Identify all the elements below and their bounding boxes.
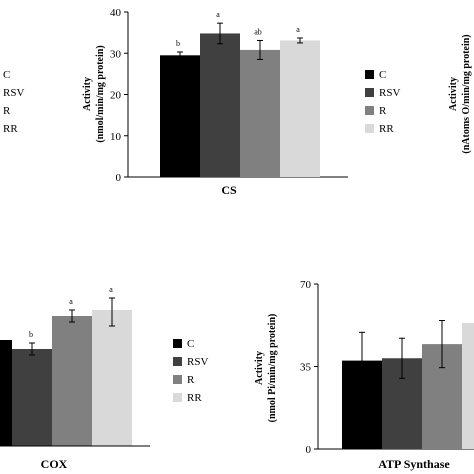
right-cropped-y-axis-label: Activity (nAtoms O/min/mg protein)	[448, 34, 472, 153]
legend-cox-label-c: C	[187, 338, 194, 350]
cs-y-axis-label-line2: (nmol/min/mg protein)	[95, 45, 106, 142]
cox-significance-label: a	[109, 285, 113, 294]
atp-bars	[342, 320, 474, 449]
cs-bar-r	[240, 49, 280, 178]
cs-significance-label: a	[296, 25, 300, 34]
cs-y-axis-label: Activity (nmol/min/mg protein)	[82, 45, 106, 142]
legend-cox-swatch-rr	[173, 393, 182, 402]
cs-y-tick-label: 20	[110, 90, 122, 102]
cs-y-axis-label-line1: Activity	[82, 77, 93, 111]
chart-atp-synthase: Activity (nmol Pi/min/mg protein) 03570 …	[254, 279, 474, 471]
cs-title: CS	[221, 183, 237, 197]
cox-bar-rsv	[12, 349, 52, 446]
legend-label-r: R	[3, 105, 11, 117]
cs-significance-label: a	[216, 10, 220, 19]
legend-cox-swatch-r	[173, 375, 182, 384]
legend-cropped-top-left: C RSV R RR	[3, 69, 24, 135]
cs-significance-label: b	[176, 39, 180, 48]
legend-cs-label-r: R	[379, 105, 387, 117]
legend-cox-swatch-c	[173, 339, 182, 348]
cs-y-tick-label: 40	[110, 7, 122, 19]
cox-bars: b a a	[0, 285, 132, 446]
cs-y-tick-label: 10	[110, 131, 122, 143]
atp-bar-rr	[462, 322, 474, 449]
chart-cs: Activity (nmol/min/mg protein) 0 10 20 30 40…	[82, 7, 348, 197]
legend-label-rsv: RSV	[3, 87, 24, 99]
legend-cox-swatch-rsv	[173, 357, 182, 366]
cox-significance-label: b	[29, 330, 33, 339]
cs-bars: b a ab a	[160, 10, 320, 178]
cs-bar-c	[160, 55, 200, 177]
legend-cs-label-rsv: RSV	[379, 87, 400, 99]
legend-cs-swatch-r	[365, 106, 374, 115]
atp-y-axis-label: Activity (nmol Pi/min/mg protein)	[254, 314, 278, 423]
legend-cox-label-r: R	[187, 374, 195, 386]
right-y-axis-label-line1: Activity	[448, 77, 459, 111]
atp-y-tick-label: 35	[300, 362, 312, 374]
legend-cox-label-rsv: RSV	[187, 356, 208, 368]
cs-y-tick-label: 30	[110, 48, 122, 60]
legend-cs-label-rr: RR	[379, 123, 394, 135]
legend-cs-swatch-c	[365, 70, 374, 79]
atp-y-axis-label-line1: Activity	[254, 351, 265, 385]
legend-cs-label-c: C	[379, 69, 386, 81]
cox-significance-label: a	[69, 297, 73, 306]
cs-y-ticks: 0 10 20 30 40	[110, 7, 128, 184]
cs-bar-rsv	[200, 33, 240, 178]
atp-title: ATP Synthase	[378, 457, 450, 471]
atp-y-ticks: 0 35 70	[300, 279, 318, 456]
cs-bar-rr	[280, 40, 320, 178]
cs-y-tick-label: 0	[116, 172, 122, 184]
atp-y-tick-label: 70	[300, 279, 312, 291]
legend-cs-swatch-rr	[365, 124, 374, 133]
legend-label-rr: RR	[3, 123, 18, 135]
cs-significance-label: ab	[254, 27, 262, 36]
legend-label-c: C	[3, 69, 10, 81]
right-y-axis-label-line2: (nAtoms O/min/mg protein)	[461, 34, 472, 153]
cox-bar-r	[52, 316, 92, 446]
atp-y-axis-label-line2: (nmol Pi/min/mg protein)	[267, 314, 278, 423]
cox-bar-c	[0, 340, 12, 446]
cox-bar-rr	[92, 310, 132, 446]
cox-title: COX	[41, 457, 68, 471]
atp-y-tick-label: 0	[306, 444, 312, 456]
legend-cs-swatch-rsv	[365, 88, 374, 97]
legend-cox-label-rr: RR	[187, 392, 202, 404]
chart-cox: b a a COX	[0, 285, 150, 471]
